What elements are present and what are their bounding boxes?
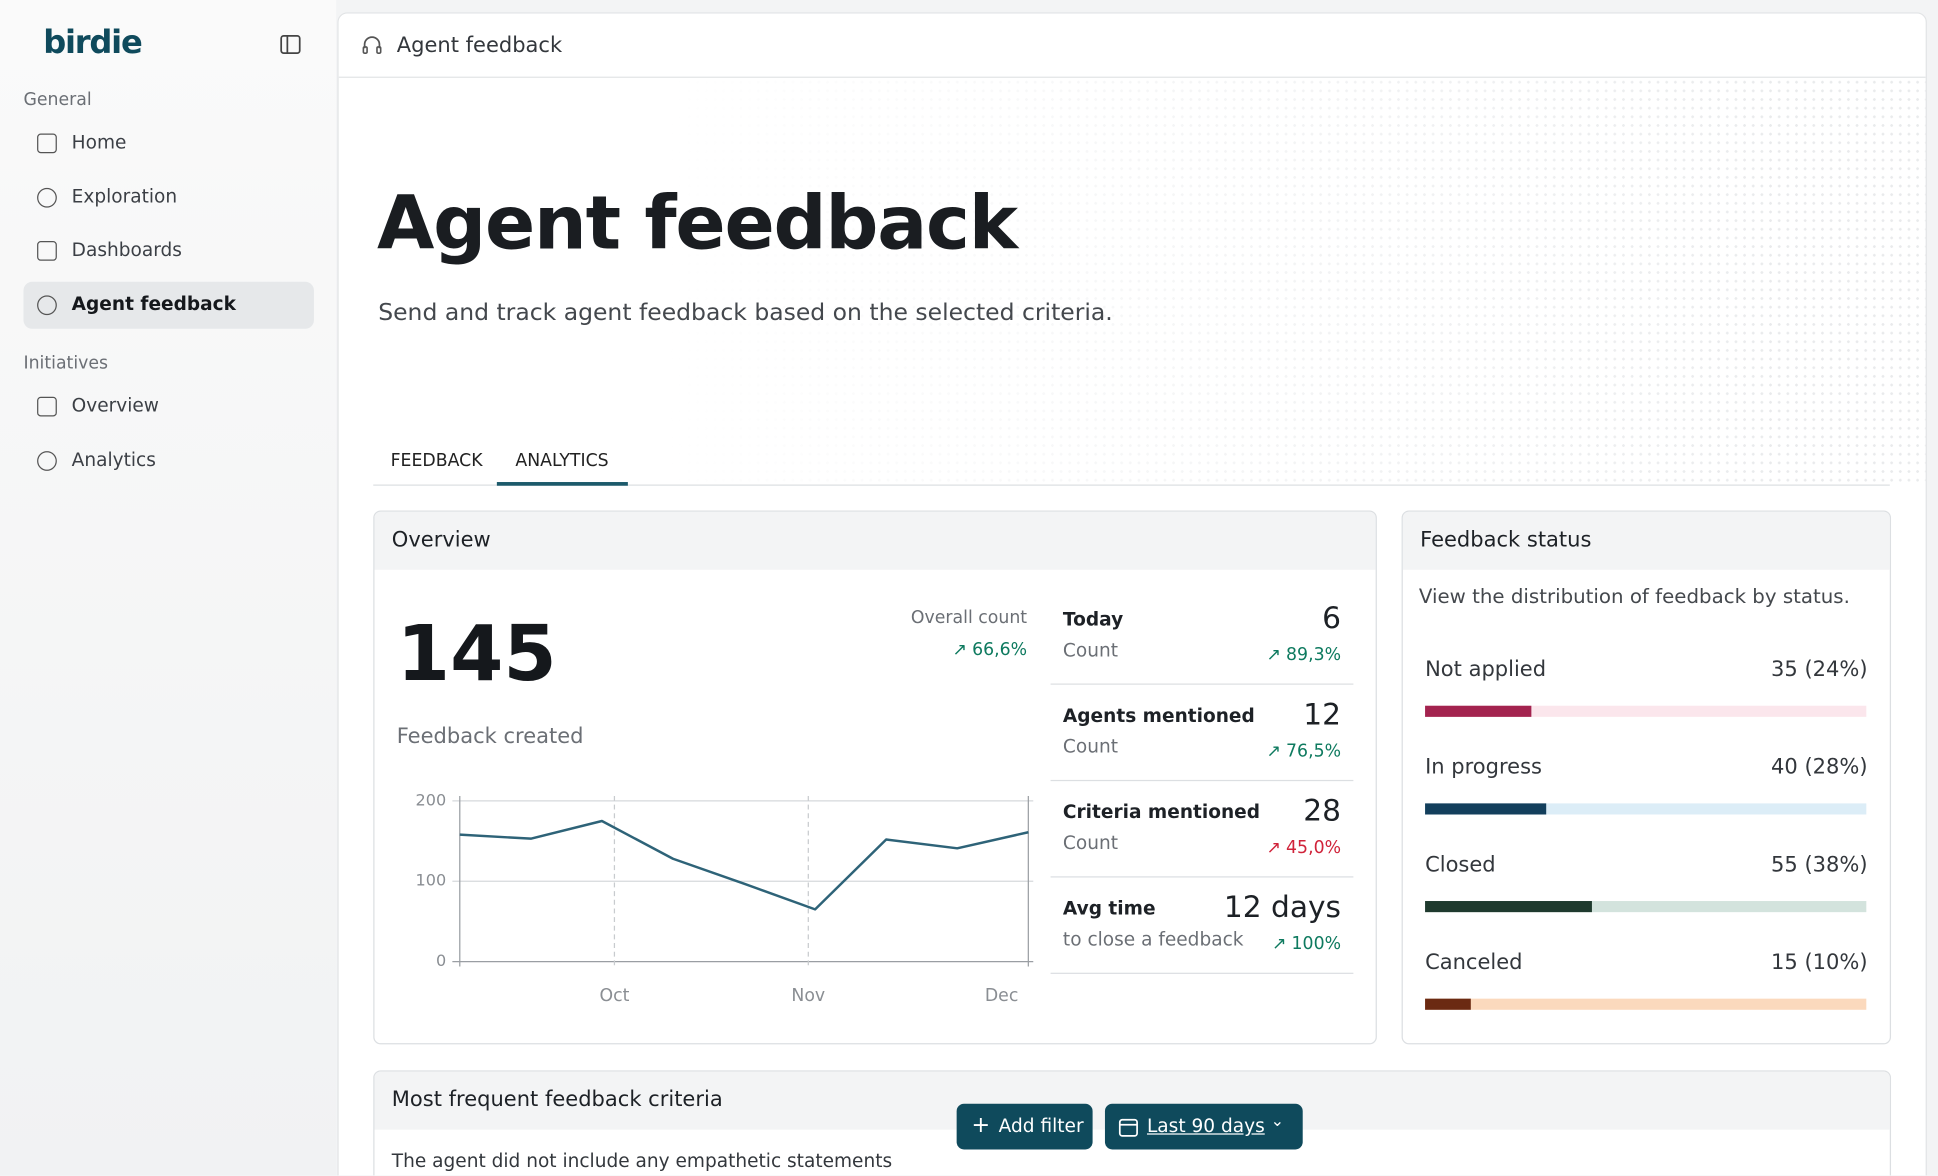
kpi-divider (1050, 876, 1354, 878)
nav-icon (37, 396, 57, 417)
card-header (1402, 511, 1890, 570)
kpi-change: ↗ 89,3% (1266, 645, 1342, 665)
kpi-sub: Count (1062, 638, 1118, 662)
collapse-icon[interactable] (279, 33, 301, 55)
change: 89,3% (1286, 645, 1342, 665)
date-range-button[interactable]: Last 90 days ⌄ (1104, 1103, 1303, 1150)
kpi-change: ↗ 45,0% (1266, 837, 1342, 858)
page-subtitle: Send and track agent feedback based on t… (378, 299, 1113, 327)
kpi-title: Avg time (1062, 897, 1156, 920)
page-title: Agent feedback (376, 180, 1018, 267)
change: 66,6% (972, 640, 1028, 661)
nav-item[interactable]: Overview (71, 394, 159, 417)
y-tick-label: 0 (436, 951, 446, 970)
card-header (374, 511, 1376, 570)
x-tick-label: Oct (599, 986, 629, 1006)
status-track (1425, 803, 1867, 815)
kpi-sub: Count (1062, 735, 1118, 758)
kpi-value: 28 (1303, 793, 1342, 829)
status-name: In progress (1425, 755, 1542, 780)
card-title: Feedback status (1420, 527, 1592, 553)
dot-pattern (338, 77, 1926, 486)
tab-underline (496, 482, 628, 486)
nav-icon (37, 133, 57, 154)
logo: birdie (43, 24, 143, 62)
overall-change: ↗ 66,6% (952, 640, 1028, 661)
kpi-divider (1050, 683, 1354, 685)
section-title: Initiatives (23, 353, 109, 374)
x-tick-label: Nov (791, 986, 825, 1006)
card-title: Most frequent feedback criteria (391, 1087, 723, 1113)
line-chart: 0 100 200 Oct Nov Dec (416, 790, 1034, 1006)
change: 76,5% (1286, 741, 1342, 762)
criteria-row: The agent did not include any empathetic… (391, 1149, 893, 1172)
nav-item[interactable]: Home (71, 131, 127, 154)
kpi-sub: Count (1062, 831, 1118, 855)
nav-icon (37, 241, 57, 261)
kpi-value: 6 (1322, 600, 1342, 636)
change: 45,0% (1286, 837, 1342, 858)
calendar-icon (1118, 1118, 1138, 1137)
line (459, 819, 1029, 911)
sidebar: birdie General Initiatives Home Explorati… (0, 0, 337, 1176)
change: 100% (1291, 934, 1342, 955)
status-track (1425, 901, 1867, 913)
total-label: Feedback created (396, 724, 584, 749)
status-bar (1425, 998, 1471, 1010)
active-item-bg (23, 281, 314, 329)
status-name: Canceled (1425, 950, 1523, 976)
status-bar (1425, 803, 1547, 815)
x-tick-label: Dec (985, 986, 1018, 1006)
status-bar (1425, 705, 1532, 717)
kpi-sub: to close a feedback (1062, 928, 1244, 951)
kpi-title: Today (1062, 608, 1124, 631)
status-card: Feedback status View the distribution of… (1401, 510, 1892, 1045)
total: 145 (396, 608, 557, 699)
nav-item[interactable]: Exploration (71, 185, 178, 208)
kpi-title: Agents mentioned (1062, 704, 1255, 727)
card-title: Overview (391, 527, 491, 553)
status-value: 40 (28%) (1771, 755, 1868, 780)
status-bar (1425, 901, 1593, 913)
status-value: 15 (10%) (1771, 950, 1868, 976)
kpi-divider (1050, 972, 1354, 974)
nav-item[interactable]: Analytics (71, 448, 156, 471)
status-value: 35 (24%) (1771, 657, 1868, 683)
nav-icon (37, 451, 57, 471)
nav-item[interactable]: Dashboards (71, 238, 182, 261)
kpi-change: ↗ 76,5% (1266, 741, 1342, 762)
nav-icon (37, 187, 57, 208)
tabs-divider (373, 484, 1890, 486)
y-tick-label: 200 (416, 790, 447, 809)
criteria-card: Most frequent feedback criteria The agen… (373, 1070, 1892, 1176)
kpi-title: Criteria mentioned (1062, 800, 1261, 824)
overall-label: Overall count (910, 608, 1028, 628)
tab-active[interactable]: ANALYTICS (515, 451, 609, 471)
y-tick-label: 100 (416, 871, 447, 890)
nav-item[interactable]: Agent feedback (71, 292, 236, 316)
nav-icon (37, 295, 57, 316)
kpi-value: 12 (1303, 697, 1342, 732)
kpi-value: 12 days (1223, 889, 1342, 925)
status-name: Closed (1425, 852, 1496, 878)
main-panel: Agent feedback Agent feedback Send and t… (337, 12, 1927, 1176)
add-filter-button[interactable]: + Add filter (956, 1103, 1093, 1150)
headset-icon (362, 36, 382, 54)
header-title: Agent feedback (396, 33, 563, 59)
kpi-divider (1050, 779, 1354, 782)
status-description: View the distribution of feedback by sta… (1418, 584, 1850, 609)
header-bar (338, 13, 1926, 78)
tab[interactable]: FEEDBACK (390, 451, 483, 471)
overview-card: Overview 145 Feedback created Overall co… (373, 510, 1377, 1045)
section-title: General (23, 90, 92, 111)
status-name: Not applied (1425, 657, 1547, 683)
status-track (1425, 998, 1867, 1010)
kpi-change: ↗ 100% (1272, 934, 1342, 955)
status-track (1425, 705, 1867, 717)
button-label: Last 90 days (1146, 1114, 1265, 1138)
status-value: 55 (38%) (1771, 852, 1868, 878)
button-label: Add filter (998, 1114, 1084, 1138)
